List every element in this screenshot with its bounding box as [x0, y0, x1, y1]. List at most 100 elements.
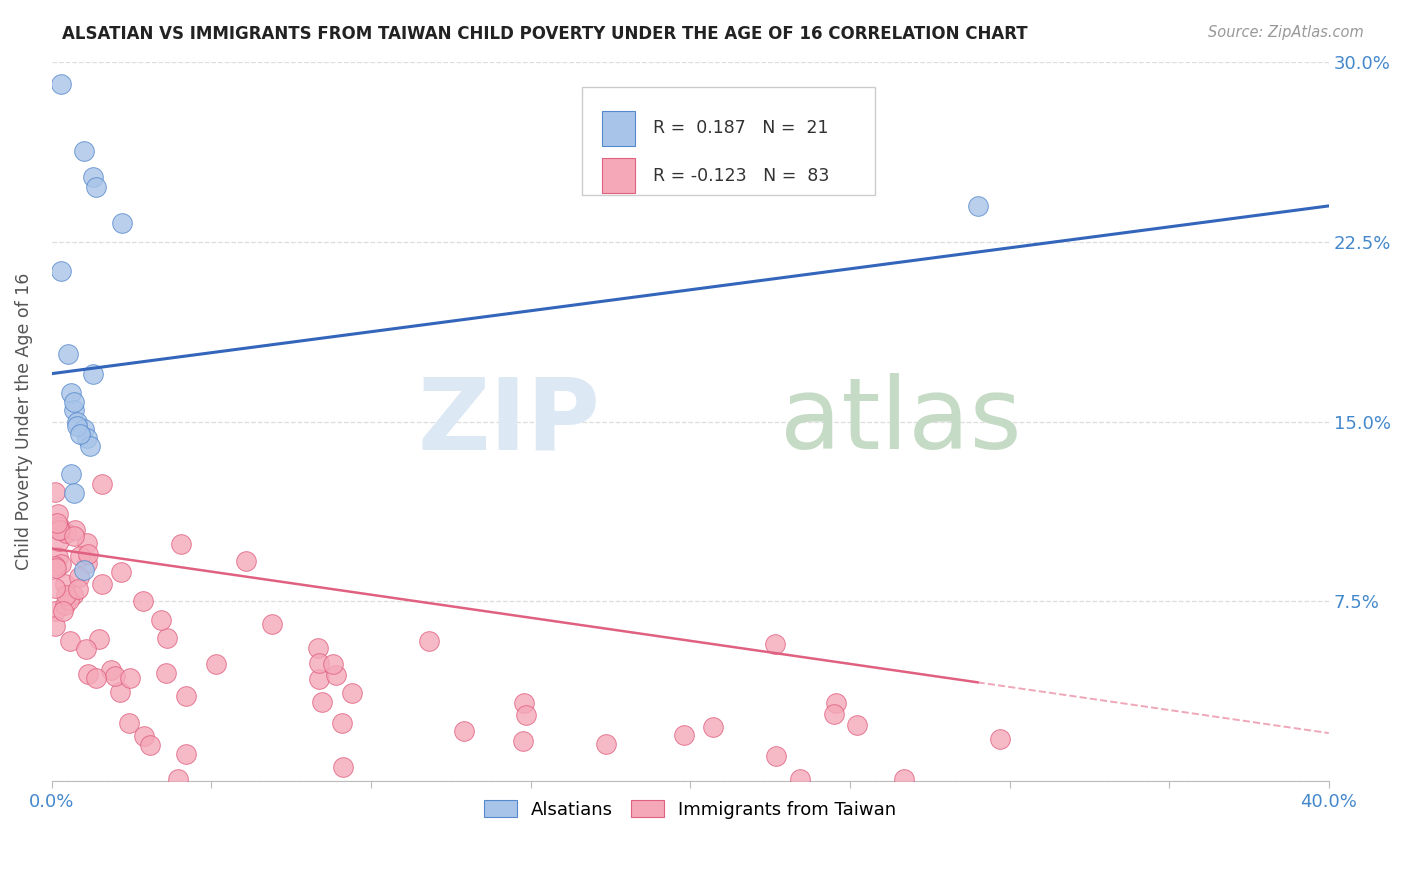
Point — [82, 367, 104, 381]
Point — [332, 760, 354, 774]
Point — [55, 526, 77, 541]
Point — [86, 179, 108, 194]
Point — [825, 696, 848, 710]
Point — [69, 549, 91, 564]
Point — [75, 642, 97, 657]
Point — [418, 633, 440, 648]
Point — [44, 605, 66, 619]
Point — [765, 749, 787, 764]
Point — [49, 558, 72, 572]
Point — [235, 554, 257, 568]
Point — [139, 738, 162, 752]
Point — [308, 672, 330, 686]
Point — [966, 199, 988, 213]
Point — [79, 438, 101, 452]
Point — [322, 657, 344, 672]
Point — [325, 668, 347, 682]
Point — [988, 732, 1011, 747]
Point — [155, 665, 177, 680]
Point — [48, 534, 70, 549]
Point — [51, 77, 73, 91]
Point — [49, 523, 72, 537]
Point — [132, 594, 155, 608]
Point — [512, 734, 534, 748]
Point — [84, 671, 107, 685]
Point — [73, 422, 96, 436]
Point — [44, 619, 66, 633]
Point — [58, 593, 80, 607]
Point — [204, 657, 226, 671]
Point — [893, 772, 915, 786]
Point — [595, 737, 617, 751]
Text: R = -0.123   N =  83: R = -0.123 N = 83 — [654, 167, 830, 185]
Point — [110, 565, 132, 579]
Point — [63, 523, 86, 537]
Point — [308, 656, 330, 670]
Point — [63, 528, 86, 542]
Point — [46, 518, 69, 533]
Point — [260, 616, 283, 631]
Point — [672, 729, 695, 743]
Point — [515, 707, 537, 722]
Point — [118, 716, 141, 731]
Point — [59, 467, 82, 482]
Point — [66, 415, 89, 429]
Point — [69, 426, 91, 441]
Point — [66, 582, 89, 596]
Point — [763, 637, 786, 651]
Point — [46, 508, 69, 522]
Point — [48, 524, 70, 538]
Point — [307, 641, 329, 656]
Point — [53, 599, 76, 613]
Point — [100, 663, 122, 677]
Point — [513, 696, 536, 710]
Point — [702, 720, 724, 734]
Point — [150, 613, 173, 627]
Point — [76, 535, 98, 549]
Point — [63, 395, 86, 409]
Point — [311, 694, 333, 708]
Point — [46, 550, 69, 565]
Point — [45, 561, 67, 575]
Point — [111, 216, 134, 230]
Point — [63, 486, 86, 500]
Point — [44, 559, 66, 574]
Point — [174, 747, 197, 761]
Point — [87, 632, 110, 647]
Point — [51, 263, 73, 277]
Point — [59, 385, 82, 400]
Point — [66, 419, 89, 434]
FancyBboxPatch shape — [602, 111, 636, 145]
Point — [132, 729, 155, 743]
Point — [59, 634, 82, 648]
Text: ZIP: ZIP — [418, 373, 600, 470]
Point — [53, 577, 76, 591]
Point — [73, 144, 96, 158]
Text: Source: ZipAtlas.com: Source: ZipAtlas.com — [1208, 25, 1364, 40]
Point — [45, 516, 67, 530]
Point — [76, 431, 98, 445]
Point — [56, 347, 79, 361]
Legend: Alsatians, Immigrants from Taiwan: Alsatians, Immigrants from Taiwan — [477, 793, 904, 826]
Point — [62, 588, 84, 602]
Text: atlas: atlas — [780, 373, 1021, 470]
Point — [82, 170, 104, 185]
Point — [156, 631, 179, 645]
Point — [73, 563, 96, 577]
Point — [52, 604, 75, 618]
Point — [76, 547, 98, 561]
Y-axis label: Child Poverty Under the Age of 16: Child Poverty Under the Age of 16 — [15, 273, 32, 570]
Point — [48, 520, 70, 534]
Point — [170, 537, 193, 551]
Point — [174, 689, 197, 703]
Point — [55, 588, 77, 602]
Point — [76, 556, 98, 570]
Point — [108, 685, 131, 699]
Point — [63, 402, 86, 417]
Text: R =  0.187   N =  21: R = 0.187 N = 21 — [654, 120, 828, 137]
Point — [118, 671, 141, 685]
Point — [67, 570, 90, 584]
Point — [453, 724, 475, 739]
Point — [104, 669, 127, 683]
Point — [44, 581, 66, 595]
